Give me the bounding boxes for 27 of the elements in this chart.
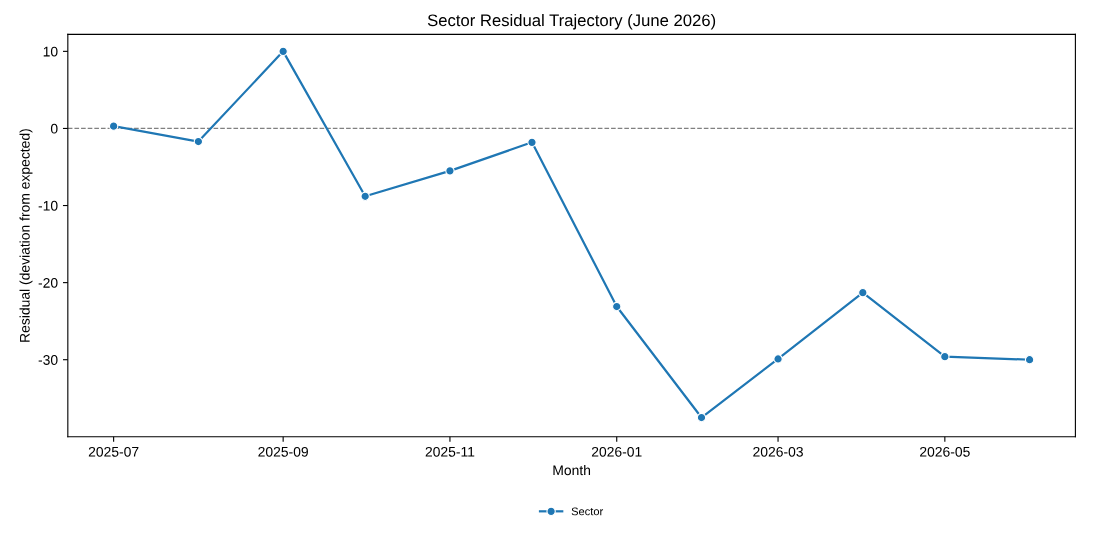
point (108, 121, 119, 131)
y-tick-label: 10 (43, 46, 58, 57)
point (773, 354, 783, 364)
chart-title: Sector Residual Trajectory (June 2026) (427, 13, 716, 30)
point (278, 46, 288, 57)
point (527, 137, 537, 148)
point (858, 287, 868, 298)
point (193, 136, 204, 147)
x-axis-title: Month (553, 465, 591, 476)
y-tick-label: -10 (38, 200, 58, 211)
y-axis-title: Residual (deviation from expected) (19, 129, 33, 342)
point (612, 301, 622, 312)
y-tick-label: 0 (50, 123, 58, 134)
point (1024, 354, 1035, 365)
x-tick-label: 2026-03 (753, 446, 803, 457)
y-tick-label: -30 (38, 355, 58, 365)
point (696, 412, 707, 423)
point (360, 191, 370, 202)
legend-label: Sector (571, 507, 604, 516)
x-tick-label: 2025-11 (425, 446, 475, 457)
x-tick-label: 2026-05 (920, 446, 970, 457)
x-tick-label: 2025-07 (88, 446, 139, 457)
x-tick-label: 2025-09 (258, 446, 308, 457)
y-tick-label: -20 (38, 277, 58, 288)
point (940, 351, 950, 362)
x-tick-label: 2026-01 (591, 446, 642, 457)
point (445, 166, 455, 176)
